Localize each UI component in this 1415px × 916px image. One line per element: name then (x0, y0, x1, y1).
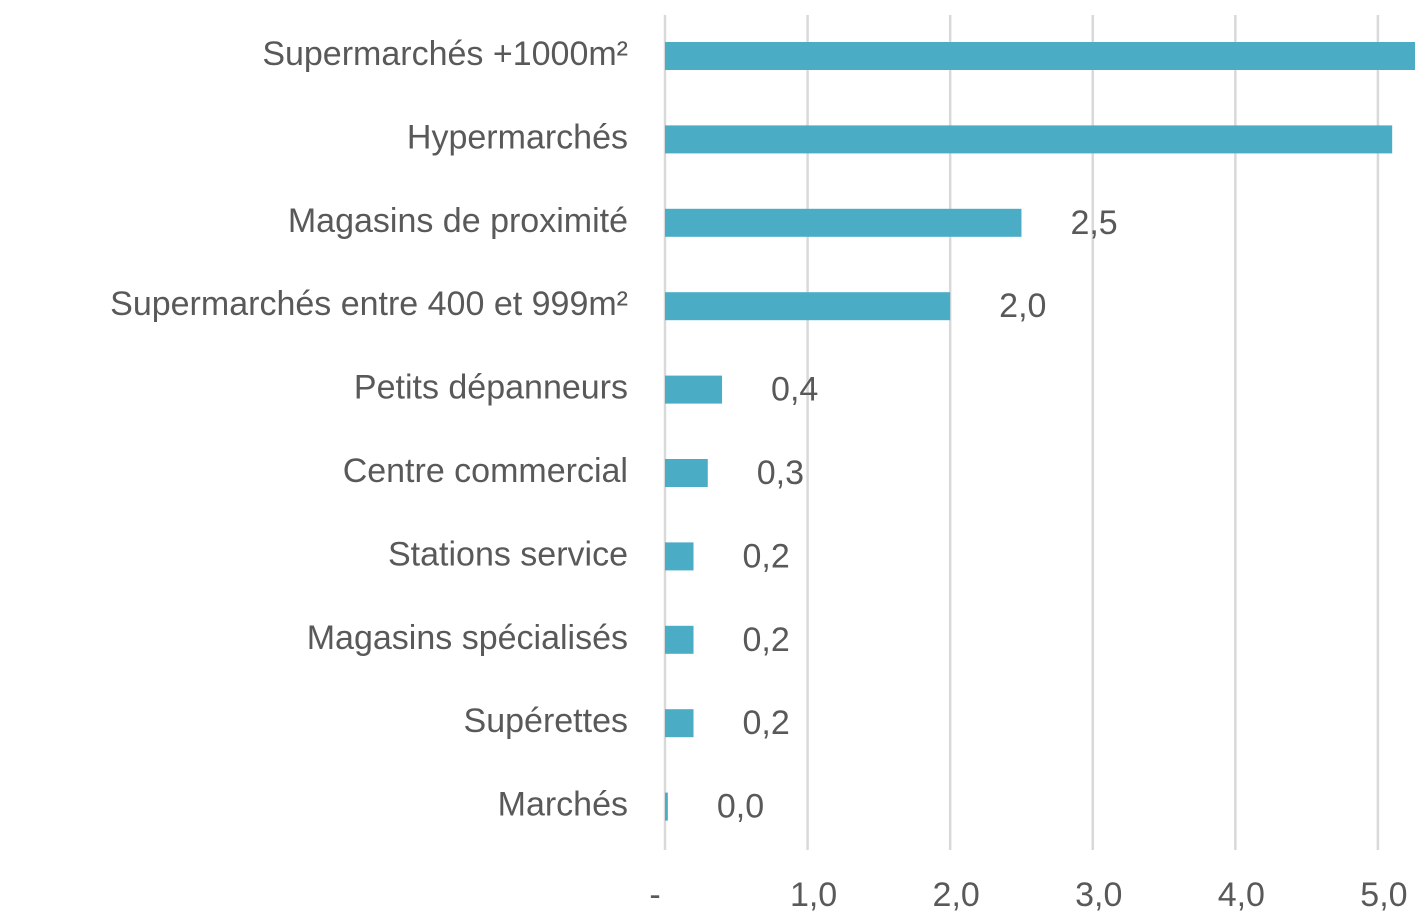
x-tick-label: 1,0 (790, 876, 837, 914)
category-label: Magasins spécialisés (307, 619, 628, 657)
bar (665, 459, 708, 487)
category-label: Hypermarchés (407, 118, 628, 156)
bar (665, 542, 694, 571)
x-tick-label: 3,0 (1075, 876, 1122, 914)
value-label: 0,2 (743, 537, 790, 575)
category-label: Magasins de proximité (288, 202, 628, 240)
bars (665, 42, 1415, 821)
category-label: Stations service (388, 535, 628, 573)
value-label: 2,0 (999, 287, 1046, 325)
value-label: 0,0 (717, 788, 764, 826)
bar (665, 709, 694, 738)
bar (665, 625, 694, 654)
bar (665, 42, 1415, 70)
x-tick-label: - (649, 876, 660, 914)
bar (665, 292, 951, 321)
value-label: 2,5 (1070, 204, 1117, 242)
x-tick-label: 4,0 (1218, 876, 1265, 914)
bar (665, 792, 668, 821)
bar (665, 375, 723, 404)
labels: - 1,0 2,0 3,0 4,0 5,0 Supermarchés +1000m² Hype… (110, 35, 1407, 914)
category-label: Centre commercial (343, 452, 628, 490)
value-label: 0,3 (757, 454, 804, 492)
bar (665, 208, 1022, 237)
category-label: Petits dépanneurs (354, 369, 628, 407)
x-tick-label: 2,0 (933, 876, 980, 914)
value-label: 0,4 (771, 371, 818, 409)
value-label: 0,2 (743, 621, 790, 659)
category-label: Marchés (498, 786, 628, 824)
bar (665, 125, 1393, 154)
category-label: Supérettes (464, 702, 628, 740)
category-label: Supermarchés entre 400 et 999m² (110, 285, 628, 323)
value-label: 0,2 (743, 704, 790, 742)
category-label: Supermarchés +1000m² (262, 35, 628, 73)
x-tick-label: 5,0 (1360, 876, 1407, 914)
